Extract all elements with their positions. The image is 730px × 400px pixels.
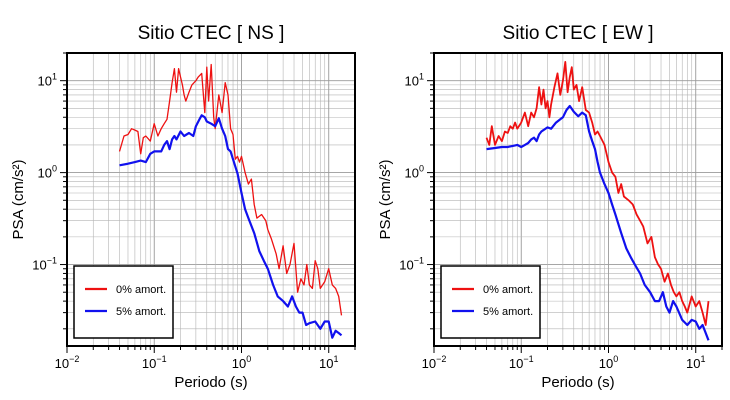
series-0pct-damping: [118, 63, 343, 316]
y-tick-label: 10−1: [32, 256, 57, 273]
chart-panel-ew: 10−2 10−1 100 101 10−1 100 101 Sitio CTEC [ EW …: [377, 23, 723, 391]
x-tick-label: 10−1: [509, 354, 534, 371]
series-5pct-damping: [486, 104, 710, 341]
x-tick-label: 10−2: [422, 354, 447, 371]
y-tick-label: 101: [38, 72, 57, 89]
x-tick-label: 10−2: [55, 354, 80, 371]
series-0pct-damping: [485, 61, 710, 326]
y-tick-label: 100: [38, 164, 57, 181]
y-tick-label: 100: [405, 164, 424, 181]
x-axis-label: Periodo (s): [174, 374, 247, 391]
y-axis-label: PSA (cm/s²): [10, 159, 27, 239]
legend-label-5pct: 5% amort.: [483, 306, 533, 318]
x-tick-label: 101: [319, 354, 338, 371]
legend-box: [73, 265, 174, 339]
plot-frame: [433, 52, 723, 347]
x-tick-label: 101: [686, 354, 705, 371]
chart-title: Sitio CTEC [ NS ]: [138, 23, 285, 44]
x-tick-label: 10−1: [142, 354, 167, 371]
series-5pct-damping: [119, 114, 343, 339]
chart-title: Sitio CTEC [ EW ]: [503, 23, 654, 44]
legend-label-0pct: 0% amort.: [483, 284, 533, 296]
legend-box: [440, 265, 541, 339]
x-tick-label: 100: [599, 354, 618, 371]
legend-label-0pct: 0% amort.: [116, 284, 166, 296]
x-tick-label: 100: [232, 354, 251, 371]
y-tick-label: 101: [405, 72, 424, 89]
legend-label-5pct: 5% amort.: [116, 306, 166, 318]
x-axis-label: Periodo (s): [541, 374, 614, 391]
y-tick-label: 10−1: [399, 256, 424, 273]
y-axis-label: PSA (cm/s²): [377, 159, 394, 239]
legend: 0% amort. 5% amort.: [73, 265, 174, 339]
chart-panel-ns: 10−2 10−1 100 101 10−1 100 101 Sitio CTEC [ NS …: [10, 23, 356, 391]
legend: 0% amort. 5% amort.: [440, 265, 541, 339]
plot-frame: [66, 52, 356, 347]
